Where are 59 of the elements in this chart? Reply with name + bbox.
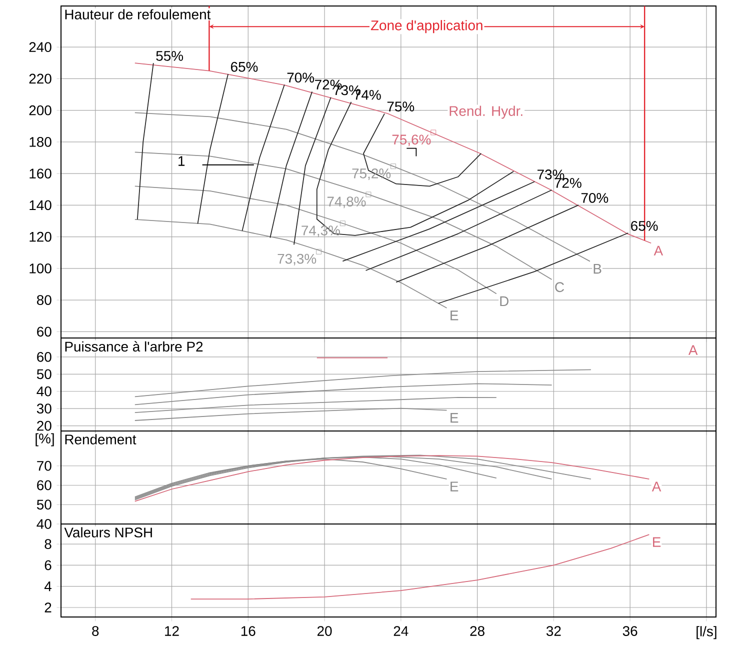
y-tick-label: 40: [36, 386, 52, 396]
x-tick-label: 28: [470, 626, 484, 636]
series-label: E: [450, 413, 458, 423]
x-tick-label: 20: [317, 626, 332, 636]
y-tick-label: 240: [29, 42, 52, 52]
y-tick-label: 50: [36, 369, 52, 380]
y-tick-label: 70: [37, 460, 52, 471]
annotation: 70%: [581, 192, 608, 203]
y-tick-label: 100: [30, 263, 52, 274]
annotation: 65%: [230, 62, 258, 72]
chart-title: Valeurs NPSH: [64, 527, 152, 538]
y-tick-label: 180: [30, 137, 52, 147]
series-label: B: [594, 264, 602, 274]
y-tick-label: 30: [36, 404, 52, 414]
y-tick-label: 60: [37, 352, 52, 362]
y-axis-title: [%]: [36, 433, 54, 446]
series-label: E: [653, 537, 661, 547]
chart-title: Puissance à l'arbre P2: [65, 341, 203, 352]
series-label: D: [500, 296, 508, 306]
y-tick-label: 80: [36, 295, 52, 305]
series-label: E: [450, 310, 458, 320]
x-tick-label: 12: [165, 626, 179, 636]
y-tick-label: 200: [29, 105, 52, 116]
series-label: A: [654, 246, 664, 256]
y-tick-label: 20: [37, 420, 52, 431]
y-tick-label: 60: [37, 326, 52, 337]
y-tick-label: 8: [44, 539, 52, 550]
y-tick-label: 120: [30, 232, 52, 242]
annotation: 75%: [387, 102, 414, 112]
annotation: A: [688, 345, 698, 355]
y-tick-label: 6: [44, 560, 52, 570]
y-tick-label: 2: [44, 602, 52, 612]
annotation: Rend. Hydr.: [450, 106, 522, 119]
x-tick-label: 32: [546, 626, 561, 636]
x-tick-label: [l/s]: [696, 626, 716, 640]
y-tick-label: 50: [36, 500, 52, 510]
annotation: 73%: [538, 170, 564, 180]
y-tick-label: 4: [44, 582, 52, 592]
series-label: C: [555, 282, 564, 292]
x-tick-label: 36: [622, 626, 638, 636]
annotation: 75,6%: [392, 134, 431, 146]
x-tick-label: 16: [241, 626, 256, 636]
series-label: E: [450, 482, 458, 492]
annotation: 1: [178, 156, 185, 166]
y-tick-label: 140: [30, 200, 52, 210]
chart-title: Rendement: [65, 434, 136, 444]
y-tick-label: 220: [29, 74, 52, 84]
y-tick-label: 160: [30, 168, 52, 179]
x-tick-label: 8: [92, 626, 99, 636]
annotation: 55%: [156, 51, 184, 61]
annotation: Zone d'application: [370, 20, 482, 34]
chart-title: Hauteur de refoulement: [65, 9, 211, 20]
annotation: 73,3%: [278, 254, 316, 266]
y-tick-label: 60: [37, 480, 52, 490]
series-label: A: [652, 482, 662, 492]
annotation: 72%: [554, 178, 582, 188]
x-tick-label: 24: [394, 626, 408, 636]
annotation: 70%: [287, 72, 314, 83]
y-tick-label: 40: [36, 519, 52, 529]
